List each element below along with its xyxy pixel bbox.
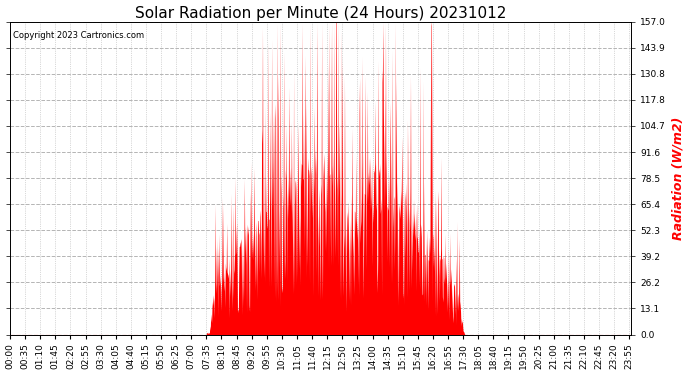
Title: Solar Radiation per Minute (24 Hours) 20231012: Solar Radiation per Minute (24 Hours) 20… xyxy=(135,6,506,21)
Text: Copyright 2023 Cartronics.com: Copyright 2023 Cartronics.com xyxy=(13,31,144,40)
Y-axis label: Radiation (W/m2): Radiation (W/m2) xyxy=(671,117,684,240)
